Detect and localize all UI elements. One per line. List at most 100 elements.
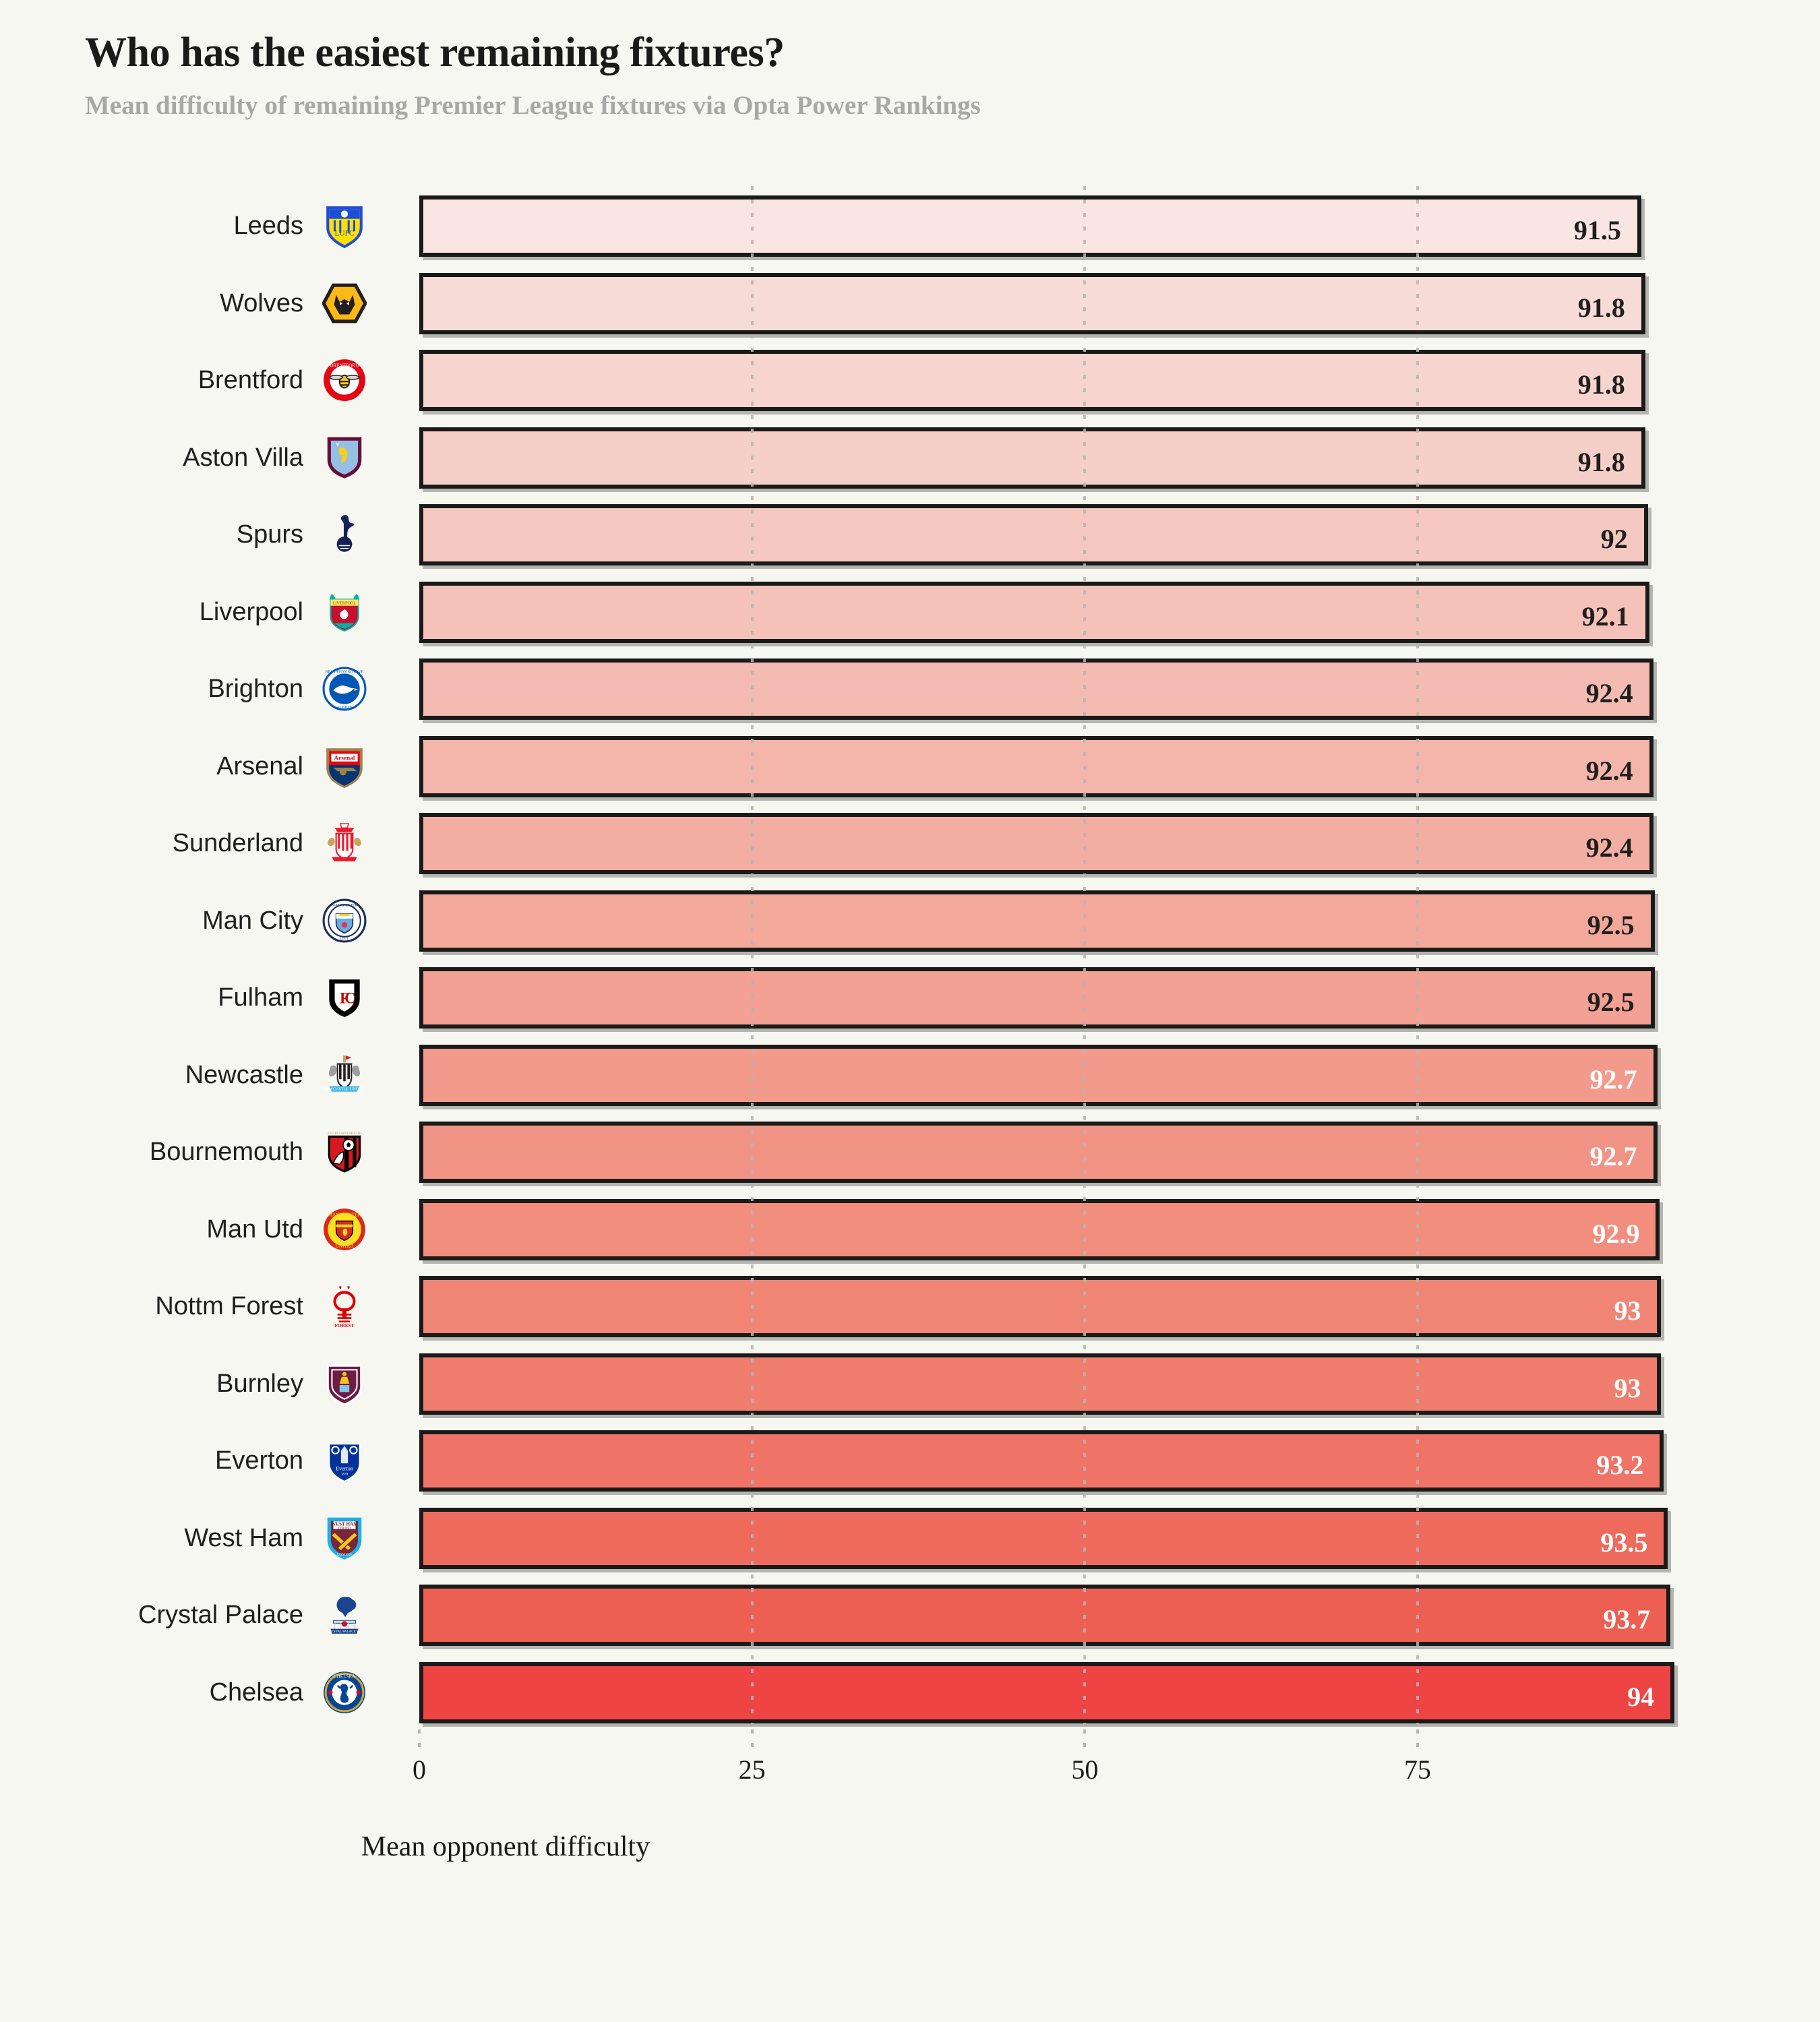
arsenal-crest-icon: Arsenal	[322, 744, 367, 789]
team-name-label: Chelsea	[209, 1678, 303, 1707]
bar: 93.2	[419, 1430, 1664, 1492]
bar: 91.8	[419, 350, 1645, 411]
svg-text:F: F	[340, 989, 349, 1006]
man-utd-crest-icon: MANCHESTER UNITED	[322, 1207, 367, 1252]
team-name-label: Man City	[202, 906, 303, 935]
chart-row: Brighton BRIGHTON & HOVE ALBION 92.4	[0, 649, 1820, 729]
x-axis-title: Mean opponent difficulty	[361, 1831, 650, 1862]
chart-row: Brentford BRENTFORD 91.8	[0, 340, 1820, 421]
bar: 93	[419, 1353, 1662, 1415]
svg-text:CHELSEA: CHELSEA	[334, 1674, 356, 1679]
svg-text:Arsenal: Arsenal	[334, 755, 355, 762]
bar-value-label: 92.9	[1592, 1218, 1640, 1249]
bar-value-label: 91.8	[1577, 446, 1625, 477]
team-name-label: Wolves	[220, 288, 303, 317]
svg-text:CRYSTAL PALACE F.C.: CRYSTAL PALACE F.C.	[326, 1630, 362, 1634]
bar: 91.8	[419, 272, 1645, 334]
bar-value-label: 94	[1627, 1681, 1655, 1712]
svg-text:MANCHESTER: MANCHESTER	[332, 903, 358, 907]
axis-tick-mark	[1416, 1729, 1419, 1748]
bar-value-label: 93.5	[1600, 1527, 1648, 1558]
wolves-crest-icon	[322, 281, 367, 326]
sunderland-crest-icon	[322, 821, 367, 865]
team-name-label: Arsenal	[216, 752, 303, 780]
chart-row: Liverpool LIVERPOOL 92.1	[0, 572, 1820, 652]
svg-text:UNITED: UNITED	[338, 1526, 351, 1530]
axis-tick-mark	[750, 1729, 754, 1748]
team-name-label: Crystal Palace	[138, 1601, 303, 1629]
newcastle-crest-icon: NEWCASTLE UNITED	[322, 1053, 367, 1097]
chart-row: Chelsea CHELSEA 94	[0, 1653, 1820, 1733]
chart-row: Burnley 93	[0, 1344, 1820, 1424]
chart-row: Wolves 91.8	[0, 264, 1820, 344]
bar: 92.7	[419, 1044, 1658, 1106]
brighton-crest-icon: BRIGHTON & HOVE ALBION	[322, 667, 367, 711]
team-name-label: West Ham	[184, 1523, 303, 1552]
chart-row: Newcastle NEWCASTLE UNITED 92.7	[0, 1035, 1820, 1115]
bar: 93	[419, 1276, 1662, 1337]
bar-value-label: 92.4	[1585, 678, 1633, 708]
team-name-label: Newcastle	[185, 1060, 303, 1089]
axis-tick-label: 50	[1071, 1754, 1099, 1785]
svg-text:MANCHESTER: MANCHESTER	[328, 1212, 361, 1217]
bar-value-label: 93	[1614, 1372, 1641, 1403]
svg-text:AFC BOURNEMOUTH: AFC BOURNEMOUTH	[327, 1132, 362, 1136]
team-name-label: Nottm Forest	[155, 1292, 303, 1320]
bar: 92	[419, 504, 1648, 565]
chart-row: West Ham WEST HAM UNITED LONDON 93.5	[0, 1498, 1820, 1579]
svg-text:NEWCASTLE UNITED: NEWCASTLE UNITED	[324, 1086, 365, 1091]
leeds-crest-icon: LUFC	[322, 204, 367, 248]
bar-value-label: 93.7	[1603, 1604, 1651, 1634]
team-name-label: Sunderland	[172, 829, 303, 857]
svg-text:ALBION: ALBION	[336, 705, 353, 710]
svg-text:BRIGHTON & HOVE: BRIGHTON & HOVE	[326, 669, 364, 674]
chart-subtitle: Mean difficulty of remaining Premier Lea…	[85, 90, 981, 120]
chart-row: Arsenal Arsenal 92.4	[0, 727, 1820, 807]
svg-text:LIVERPOOL: LIVERPOOL	[333, 601, 357, 605]
bar: 92.5	[419, 890, 1655, 952]
bar: 92.7	[419, 1122, 1658, 1183]
svg-text:CITY: CITY	[340, 936, 350, 940]
bar-value-label: 91.5	[1573, 215, 1621, 245]
bar-value-label: 93.2	[1596, 1450, 1644, 1480]
bar-value-label: 92.4	[1585, 832, 1633, 863]
team-name-label: Spurs	[236, 520, 303, 549]
chart-row: Bournemouth AFC BOURNEMOUTH 92.7	[0, 1112, 1820, 1192]
svg-text:Everton: Everton	[336, 1465, 353, 1471]
svg-text:LUFC: LUFC	[335, 229, 355, 237]
chart-row: Man Utd MANCHESTER UNITED 92.9	[0, 1190, 1820, 1270]
svg-text:LONDON: LONDON	[337, 1552, 352, 1556]
bar: 92.5	[419, 967, 1655, 1029]
bar-value-label: 93	[1614, 1295, 1641, 1326]
brentford-crest-icon: BRENTFORD	[322, 358, 367, 402]
chart-row: Spurs 92	[0, 495, 1820, 575]
team-name-label: Aston Villa	[183, 443, 303, 472]
chart-row: Crystal Palace CRYSTAL PALACE F.C. 93.7	[0, 1575, 1820, 1655]
chelsea-crest-icon: CHELSEA	[322, 1670, 367, 1715]
bar-value-label: 92.4	[1585, 755, 1633, 786]
team-name-label: Everton	[215, 1446, 303, 1475]
svg-text:1878: 1878	[341, 1473, 348, 1477]
svg-text:WEST HAM: WEST HAM	[331, 1521, 358, 1527]
bar: 93.5	[419, 1507, 1668, 1569]
chart-row: Leeds LUFC 91.5	[0, 186, 1820, 266]
x-axis: Mean opponent difficulty 0 25 50 75	[0, 1729, 1820, 1864]
svg-text:UNITED: UNITED	[336, 1243, 354, 1248]
liverpool-crest-icon: LIVERPOOL	[322, 590, 367, 634]
plot-area: Leeds LUFC 91.5 Wolves 91.8 Brentford BRENTFOR…	[0, 186, 1820, 1729]
bar-value-label: 91.8	[1577, 292, 1625, 323]
burnley-crest-icon	[322, 1361, 367, 1406]
bar: 92.9	[419, 1198, 1660, 1260]
bournemouth-crest-icon: AFC BOURNEMOUTH	[322, 1130, 367, 1174]
bar: 92.4	[419, 813, 1654, 874]
man-city-crest-icon: MANCHESTER CITY	[322, 898, 367, 943]
crystal-palace-crest-icon: CRYSTAL PALACE F.C.	[322, 1593, 367, 1637]
chart-row: Sunderland 92.4	[0, 803, 1820, 884]
bar-value-label: 92.5	[1587, 909, 1635, 940]
team-name-label: Fulham	[218, 983, 303, 1012]
team-name-label: Liverpool	[199, 597, 303, 626]
svg-text:BRENTFORD: BRENTFORD	[330, 363, 359, 368]
bar-value-label: 92.7	[1589, 1064, 1637, 1095]
